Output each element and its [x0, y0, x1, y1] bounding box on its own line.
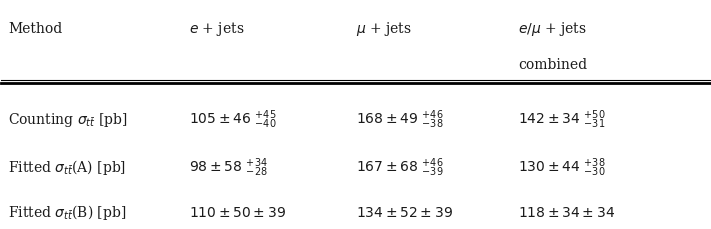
Text: Method: Method: [9, 22, 63, 35]
Text: Fitted $\sigma_{t\bar{t}}$(A) [pb]: Fitted $\sigma_{t\bar{t}}$(A) [pb]: [9, 157, 127, 176]
Text: $118 \pm 34 \pm 34$: $118 \pm 34 \pm 34$: [518, 205, 616, 219]
Text: $98 \pm 58\ {}^{+34}_{-28}$: $98 \pm 58\ {}^{+34}_{-28}$: [189, 155, 268, 178]
Text: $e/\mu$ + jets: $e/\mu$ + jets: [518, 19, 587, 38]
Text: $\mu$ + jets: $\mu$ + jets: [356, 19, 412, 38]
Text: $167 \pm 68\ {}^{+46}_{-39}$: $167 \pm 68\ {}^{+46}_{-39}$: [356, 155, 443, 178]
Text: $134 \pm 52 \pm 39$: $134 \pm 52 \pm 39$: [356, 205, 452, 219]
Text: Fitted $\sigma_{t\bar{t}}$(B) [pb]: Fitted $\sigma_{t\bar{t}}$(B) [pb]: [9, 202, 127, 221]
Text: Counting $\sigma_{t\bar{t}}$ [pb]: Counting $\sigma_{t\bar{t}}$ [pb]: [9, 110, 128, 128]
Text: $168 \pm 49\ {}^{+46}_{-38}$: $168 \pm 49\ {}^{+46}_{-38}$: [356, 108, 443, 130]
Text: $142 \pm 34\ {}^{+50}_{-31}$: $142 \pm 34\ {}^{+50}_{-31}$: [518, 108, 606, 130]
Text: $130 \pm 44\ {}^{+38}_{-30}$: $130 \pm 44\ {}^{+38}_{-30}$: [518, 155, 606, 178]
Text: $e$ + jets: $e$ + jets: [189, 19, 245, 38]
Text: $110 \pm 50 \pm 39$: $110 \pm 50 \pm 39$: [189, 205, 286, 219]
Text: combined: combined: [518, 58, 587, 72]
Text: $105 \pm 46\ {}^{+45}_{-40}$: $105 \pm 46\ {}^{+45}_{-40}$: [189, 108, 277, 130]
